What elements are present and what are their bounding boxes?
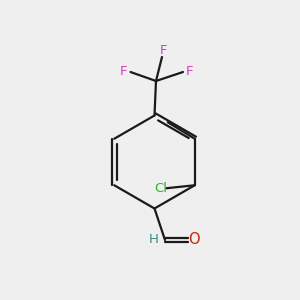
Text: F: F: [160, 44, 167, 57]
Text: O: O: [188, 232, 200, 247]
Text: H: H: [149, 232, 158, 246]
Text: F: F: [120, 65, 128, 78]
Text: F: F: [186, 65, 194, 78]
Text: Cl: Cl: [154, 182, 167, 195]
